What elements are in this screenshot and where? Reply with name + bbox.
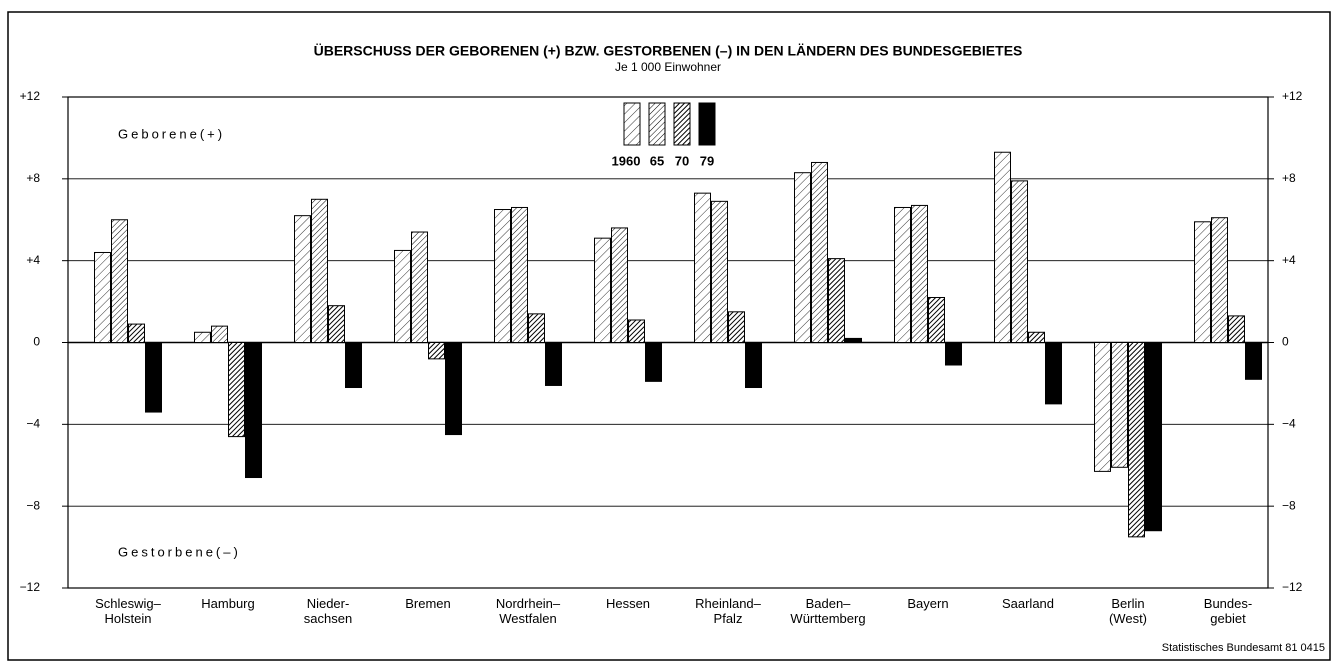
bar (1245, 342, 1262, 380)
y2-tick-label: +4 (1282, 253, 1296, 267)
bar (94, 251, 111, 344)
legend-label: 1960 (612, 153, 641, 168)
bar (1145, 342, 1162, 532)
bar (645, 342, 662, 382)
x-tick-label: Baden– Württemberg (790, 596, 866, 626)
bar (445, 342, 462, 436)
bar (794, 172, 811, 343)
annotation: Gestorbene(–) (118, 544, 241, 559)
x-tick-label: Rheinland– Pfalz (695, 596, 761, 626)
y2-tick-label: +12 (1282, 89, 1303, 103)
frame (7, 11, 1331, 661)
bar (528, 313, 545, 344)
y-tick-label: −12 (20, 580, 41, 594)
bar (328, 305, 345, 343)
bar (1211, 217, 1228, 343)
x-tick-label: Hamburg (201, 596, 255, 611)
bar (194, 331, 211, 344)
bar (611, 227, 628, 343)
bar (294, 215, 311, 344)
bar (411, 231, 428, 343)
bar (894, 206, 911, 343)
bar (745, 342, 762, 389)
bar (345, 342, 362, 389)
y2-tick-label: +8 (1282, 171, 1296, 185)
bar (511, 206, 528, 343)
x-tick-label: Nieder- sachsen (303, 596, 353, 626)
bar (545, 342, 562, 386)
x-tick-label: Hessen (605, 596, 651, 611)
legend-swatch (698, 102, 716, 146)
y2-tick-label: −12 (1282, 580, 1303, 594)
x-tick-label: Schleswig– Holstein (95, 596, 161, 626)
x-tick-label: Bremen (405, 596, 451, 611)
x-tick-label: Berlin (West) (1108, 596, 1148, 626)
bar (1111, 342, 1128, 468)
bar (811, 161, 828, 343)
bar (828, 258, 845, 343)
bar (994, 151, 1011, 343)
bar (428, 342, 445, 360)
y-tick-label: 0 (33, 335, 40, 349)
legend-label: 79 (700, 153, 714, 168)
y2-tick-label: 0 (1282, 335, 1289, 349)
bar (911, 204, 928, 343)
bar (311, 198, 328, 343)
chart-title: ÜBERSCHUSS DER GEBORENEN (+) BZW. GESTOR… (314, 43, 1023, 59)
bar (928, 296, 945, 344)
bar (111, 219, 128, 343)
legend-swatch (673, 102, 691, 146)
y-tick-label: −8 (26, 498, 40, 512)
bar (594, 237, 611, 344)
bar (694, 192, 711, 343)
bar (494, 209, 511, 343)
bar (711, 200, 728, 343)
bar (728, 311, 745, 343)
bar (1045, 342, 1062, 405)
bar (1094, 342, 1111, 472)
bar (128, 323, 145, 343)
x-tick-label: Nordrhein– Westfalen (495, 596, 561, 626)
legend-label: 65 (650, 153, 664, 168)
bar (211, 325, 228, 343)
legend-label: 70 (675, 153, 689, 168)
bar (628, 319, 645, 343)
y2-tick-label: −4 (1282, 417, 1296, 431)
bar (1028, 331, 1045, 344)
bar (945, 342, 962, 366)
bar (394, 249, 411, 343)
bar (145, 342, 162, 413)
y-tick-label: −4 (26, 417, 40, 431)
legend-swatch (648, 102, 666, 146)
bar (1228, 315, 1245, 344)
bar (245, 342, 262, 479)
x-tick-label: Bayern (907, 596, 949, 611)
bar (1194, 221, 1211, 344)
x-tick-label: Bundes- gebiet (1203, 596, 1253, 626)
source: Statistisches Bundesamt 81 0415 (1162, 642, 1325, 654)
y-tick-label: +12 (20, 89, 41, 103)
chart-subtitle: Je 1 000 Einwohner (615, 60, 721, 74)
bar (228, 342, 245, 438)
y-tick-label: +4 (26, 253, 40, 267)
annotation: Geborene(+) (118, 126, 225, 141)
y2-tick-label: −8 (1282, 498, 1296, 512)
x-tick-label: Saarland (1001, 596, 1055, 611)
y-tick-label: +8 (26, 171, 40, 185)
legend-swatch (623, 102, 641, 146)
bar (1011, 180, 1028, 343)
bar (1128, 342, 1145, 538)
bar (845, 337, 862, 343)
